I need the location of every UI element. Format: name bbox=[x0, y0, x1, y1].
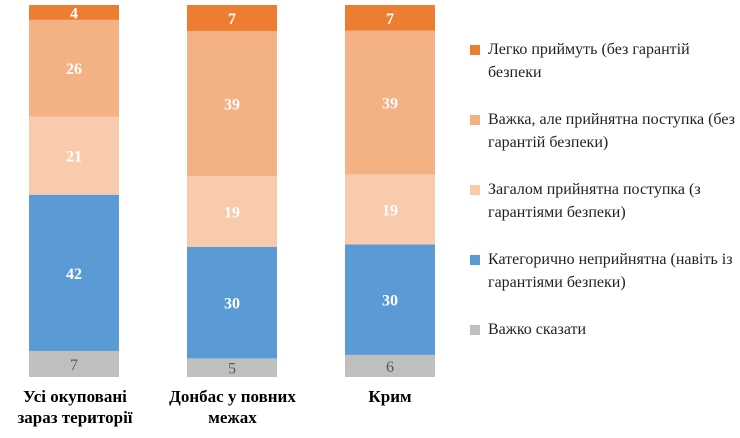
legend-swatch-hard-but-acceptable bbox=[470, 115, 480, 125]
legend-swatch-categorically-unacceptable bbox=[470, 255, 480, 265]
bar-segment-crimea-hard-to-say bbox=[345, 354, 435, 377]
data-label-all-occupied-hard-to-say: 7 bbox=[70, 357, 78, 374]
data-label-crimea-categorically-unacceptable: 30 bbox=[382, 293, 398, 310]
bar-segment-all-occupied-categorically-unacceptable bbox=[29, 194, 119, 351]
bar-segment-donbas-hard-but-acceptable bbox=[187, 31, 277, 177]
category-label-donbas: Донбас у повних межах bbox=[169, 387, 296, 427]
data-label-crimea-hard-to-say: 6 bbox=[386, 359, 394, 376]
data-label-crimea-hard-but-acceptable: 39 bbox=[382, 96, 398, 113]
legend-label-categorically-unacceptable: Категорично неприйнятна (навіть із гаран… bbox=[488, 251, 733, 291]
bar-segment-all-occupied-hard-to-say bbox=[29, 350, 119, 377]
data-label-donbas-hard-but-acceptable: 39 bbox=[224, 97, 240, 114]
data-label-crimea-easily-accept: 7 bbox=[386, 11, 394, 28]
data-label-donbas-categorically-unacceptable: 30 bbox=[224, 296, 240, 313]
data-label-all-occupied-categorically-unacceptable: 42 bbox=[66, 266, 82, 283]
category-label-crimea: Крим bbox=[368, 387, 412, 406]
bar-segment-all-occupied-easily-accept bbox=[29, 5, 119, 20]
data-label-all-occupied-generally-acceptable: 21 bbox=[66, 149, 82, 166]
legend-item-easily-accept: Легко приймуть (без гарантій безпеки bbox=[470, 38, 735, 84]
legend-swatch-generally-acceptable bbox=[470, 185, 480, 195]
legend-label-easily-accept: Легко приймуть (без гарантій безпеки bbox=[488, 41, 690, 81]
legend-item-hard-to-say: Важко сказати bbox=[470, 318, 735, 341]
data-label-donbas-generally-acceptable: 19 bbox=[224, 204, 240, 221]
legend-swatch-easily-accept bbox=[470, 45, 480, 55]
legend-label-hard-but-acceptable: Важка, але прийнятна поступка (без гаран… bbox=[488, 111, 735, 151]
legend-label-generally-acceptable: Загалом прийнятна поступка (з гарантіями… bbox=[488, 181, 701, 221]
legend: Легко приймуть (без гарантій безпеки Важ… bbox=[470, 38, 735, 365]
category-label-all-occupied: Усі окуповані зараз території bbox=[17, 387, 133, 427]
data-label-donbas-easily-accept: 7 bbox=[228, 11, 236, 28]
bar-segment-donbas-categorically-unacceptable bbox=[187, 246, 277, 359]
bar-segment-crimea-hard-but-acceptable bbox=[345, 30, 435, 175]
legend-label-hard-to-say: Важко сказати bbox=[488, 321, 587, 338]
bar-segment-crimea-categorically-unacceptable bbox=[345, 244, 435, 355]
bar-segment-donbas-generally-acceptable bbox=[187, 176, 277, 247]
bar-segment-donbas-easily-accept bbox=[187, 5, 277, 32]
legend-swatch-hard-to-say bbox=[470, 325, 480, 335]
data-label-all-occupied-hard-but-acceptable: 26 bbox=[66, 61, 82, 78]
data-label-crimea-generally-acceptable: 19 bbox=[382, 202, 398, 219]
legend-item-hard-but-acceptable: Важка, але прийнятна поступка (без гаран… bbox=[470, 108, 735, 154]
bar-segment-all-occupied-generally-acceptable bbox=[29, 116, 119, 195]
legend-item-categorically-unacceptable: Категорично неприйнятна (навіть із гаран… bbox=[470, 248, 735, 294]
data-label-all-occupied-easily-accept: 4 bbox=[70, 5, 78, 22]
legend-item-generally-acceptable: Загалом прийнятна поступка (з гарантіями… bbox=[470, 178, 735, 224]
bar-segment-crimea-generally-acceptable bbox=[345, 174, 435, 245]
data-label-donbas-hard-to-say: 5 bbox=[228, 361, 236, 378]
bar-segment-all-occupied-hard-but-acceptable bbox=[29, 19, 119, 117]
bar-segment-crimea-easily-accept bbox=[345, 5, 435, 31]
bar-segment-donbas-hard-to-say bbox=[187, 358, 277, 377]
